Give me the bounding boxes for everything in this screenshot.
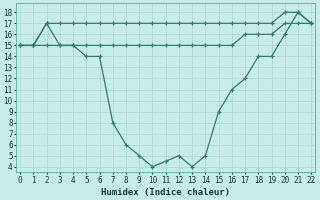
X-axis label: Humidex (Indice chaleur): Humidex (Indice chaleur) bbox=[101, 188, 230, 197]
